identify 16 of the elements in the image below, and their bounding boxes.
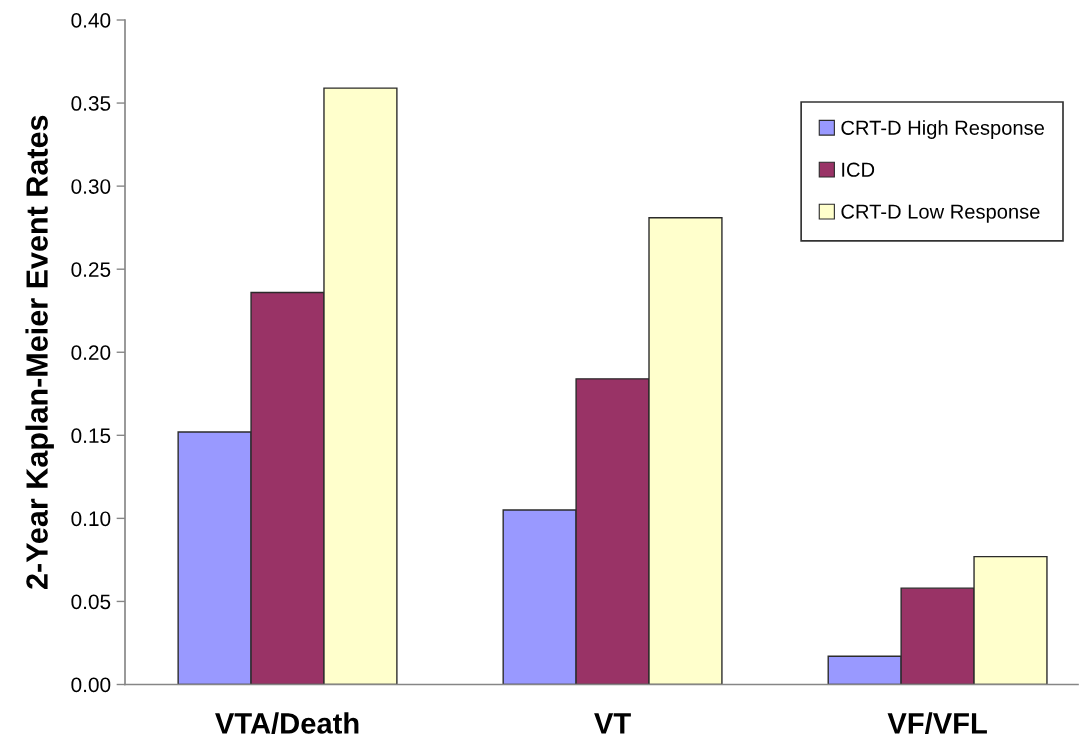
y-tick-label: 0.35 xyxy=(71,96,111,111)
y-axis-title: 2-Year Kaplan-Meier Event Rates xyxy=(25,115,54,589)
y-tick-label: 0.30 xyxy=(71,179,111,194)
x-tick-label: VTA/Death xyxy=(215,712,359,734)
x-tick-label: VT xyxy=(594,713,631,734)
y-tick-label: 0.20 xyxy=(71,345,111,360)
y-tick-label: 0.10 xyxy=(71,511,111,527)
y-tick-label: 0.05 xyxy=(71,594,111,610)
x-tick-label: VF/VFL xyxy=(887,712,987,734)
legend-label: CRT-D Low Response xyxy=(841,204,1040,223)
legend-label: ICD xyxy=(842,162,875,177)
y-tick-label: 0.40 xyxy=(71,13,111,28)
y-tick-label: 0.15 xyxy=(71,428,111,444)
y-tick-label: 0.00 xyxy=(71,677,111,693)
legend-label: CRT-D High Response xyxy=(841,120,1044,139)
y-tick-label: 0.25 xyxy=(71,262,111,277)
